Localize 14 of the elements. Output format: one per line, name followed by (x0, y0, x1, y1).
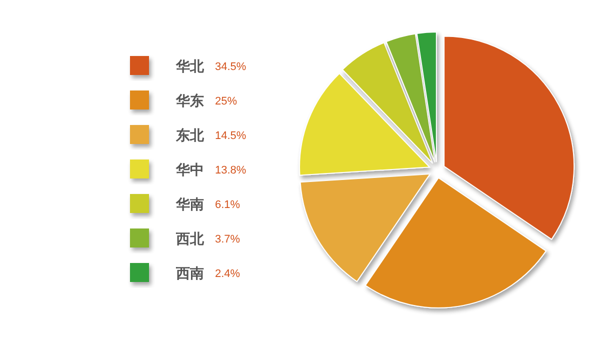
legend-label: 华北 (175, 59, 205, 75)
data-label: 25% (215, 96, 238, 108)
legend-label: 华南 (175, 197, 204, 213)
legend-label: 华中 (175, 162, 204, 178)
data-label: 3.7% (215, 234, 240, 246)
data-label: 13.8% (215, 164, 246, 176)
legend-label: 西北 (175, 232, 205, 248)
legend-label: 西南 (175, 266, 204, 282)
data-label: 6.1% (215, 199, 240, 211)
data-label: 14.5% (215, 130, 246, 142)
legend-label: 华东 (175, 92, 204, 110)
data-label: 2.4% (215, 268, 240, 280)
data-label: 34.5% (215, 61, 246, 73)
legend-label: 东北 (175, 127, 205, 144)
